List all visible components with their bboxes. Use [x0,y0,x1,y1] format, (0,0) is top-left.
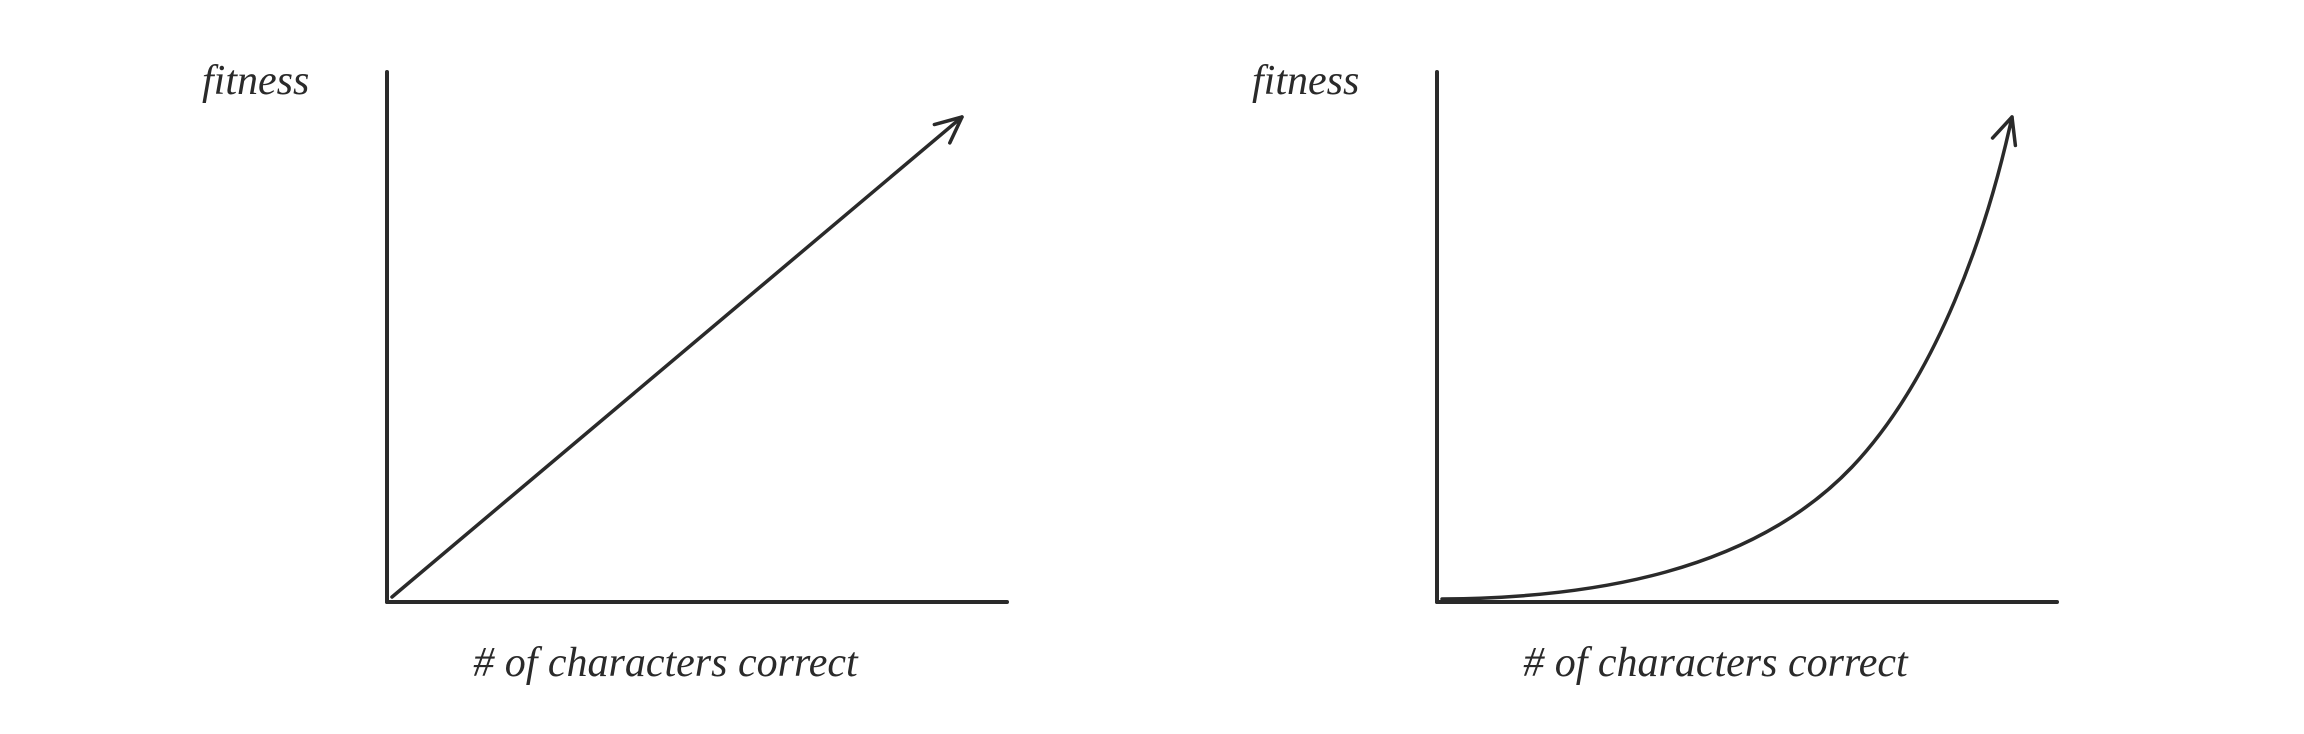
x-axis-label: # of characters correct [1523,639,1908,687]
chart-exponential: fitness # of characters correct [1252,47,2102,687]
fitness-curve [1442,117,2012,599]
chart-svg-exponential [1252,47,2102,687]
x-axis-label: # of characters correct [473,639,858,687]
chart-linear: fitness # of characters correct [202,47,1052,687]
fitness-line [392,117,962,597]
chart-svg-linear [202,47,1052,687]
